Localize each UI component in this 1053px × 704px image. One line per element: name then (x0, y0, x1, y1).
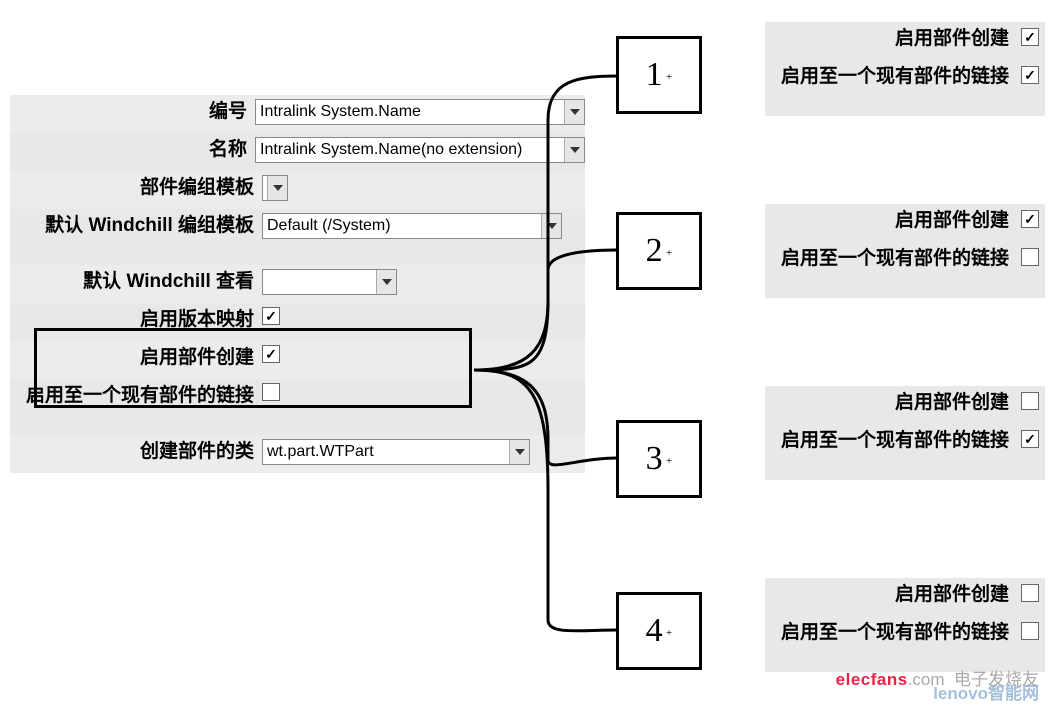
right-group-4: 启用部件创建 启用至一个现有部件的链接 (765, 578, 1045, 672)
right-label-create: 启用部件创建 (765, 386, 1015, 421)
label-version-map: 启用版本映射 (10, 303, 260, 338)
checkbox-g2-create[interactable] (1021, 210, 1039, 228)
select-part-template[interactable] (262, 175, 288, 201)
chevron-down-icon (564, 138, 584, 162)
cell-default-wc-view (260, 265, 585, 299)
select-default-wc-template[interactable]: Default (/System) (262, 213, 562, 239)
cell-version-map (260, 303, 585, 329)
right-cb-cell (1015, 578, 1045, 602)
callout-4-num: 4 (646, 612, 663, 650)
chevron-down-icon (541, 214, 561, 238)
right-label-link: 启用至一个现有部件的链接 (765, 424, 1015, 459)
select-default-wc-view[interactable] (262, 269, 397, 295)
checkbox-part-create[interactable] (262, 345, 280, 363)
chevron-down-icon (509, 440, 529, 464)
right-cb-cell (1015, 60, 1045, 84)
checkbox-version-map[interactable] (262, 307, 280, 325)
chevron-down-icon (376, 270, 396, 294)
watermark-brand: elecfans (836, 670, 908, 689)
cell-number: Intralink System.Name (253, 95, 585, 129)
callout-1: 1₊ (616, 36, 702, 114)
select-create-part-class-value: wt.part.WTPart (267, 443, 374, 461)
checkbox-link-existing[interactable] (262, 383, 280, 401)
label-part-template: 部件编组模板 (10, 171, 260, 206)
row-version-map: 启用版本映射 (10, 303, 585, 341)
row-name: 名称 Intralink System.Name(no extension) (10, 133, 585, 171)
chevron-down-icon (267, 176, 287, 200)
right-label-link: 启用至一个现有部件的链接 (765, 242, 1015, 277)
row-default-wc-template: 默认 Windchill 编组模板 Default (/System) (10, 209, 585, 265)
right-cb-cell (1015, 424, 1045, 448)
cell-create-part-class: wt.part.WTPart (260, 435, 585, 469)
right-row: 启用部件创建 (765, 578, 1045, 616)
row-part-create: 启用部件创建 (10, 341, 585, 379)
right-row: 启用部件创建 (765, 22, 1045, 60)
right-row: 启用至一个现有部件的链接 (765, 616, 1045, 672)
right-label-create: 启用部件创建 (765, 22, 1015, 57)
label-number: 编号 (10, 95, 253, 130)
callout-1-num: 1 (646, 56, 663, 94)
watermark-secondary: lenovo智能网 (933, 679, 1039, 704)
select-name[interactable]: Intralink System.Name(no extension) (255, 137, 585, 163)
row-number: 编号 Intralink System.Name (10, 95, 585, 133)
callout-2-num: 2 (646, 232, 663, 270)
right-label-link: 启用至一个现有部件的链接 (765, 616, 1015, 651)
select-number[interactable]: Intralink System.Name (255, 99, 585, 125)
row-part-template: 部件编组模板 (10, 171, 585, 209)
checkbox-g3-link[interactable] (1021, 430, 1039, 448)
callout-sub-icon: ₊ (666, 623, 673, 639)
right-row: 启用至一个现有部件的链接 (765, 60, 1045, 116)
right-group-3: 启用部件创建 启用至一个现有部件的链接 (765, 386, 1045, 480)
checkbox-g1-create[interactable] (1021, 28, 1039, 46)
right-cb-cell (1015, 242, 1045, 266)
select-create-part-class[interactable]: wt.part.WTPart (262, 439, 530, 465)
label-default-wc-view: 默认 Windchill 查看 (10, 265, 260, 300)
right-row: 启用部件创建 (765, 204, 1045, 242)
right-row: 启用部件创建 (765, 386, 1045, 424)
right-cb-cell (1015, 204, 1045, 228)
row-default-wc-view: 默认 Windchill 查看 (10, 265, 585, 303)
cell-default-wc-template: Default (/System) (260, 209, 585, 243)
checkbox-g4-create[interactable] (1021, 584, 1039, 602)
cell-name: Intralink System.Name(no extension) (253, 133, 585, 167)
cell-part-template (260, 171, 585, 205)
callout-sub-icon: ₊ (666, 67, 673, 83)
row-link-existing: 启用至一个现有部件的链接 (10, 379, 585, 435)
callout-sub-icon: ₊ (666, 451, 673, 467)
label-default-wc-template: 默认 Windchill 编组模板 (10, 209, 260, 244)
callout-3: 3₊ (616, 420, 702, 498)
chevron-down-icon (564, 100, 584, 124)
right-row: 启用至一个现有部件的链接 (765, 424, 1045, 480)
checkbox-g2-link[interactable] (1021, 248, 1039, 266)
right-row: 启用至一个现有部件的链接 (765, 242, 1045, 298)
checkbox-g1-link[interactable] (1021, 66, 1039, 84)
right-group-2: 启用部件创建 启用至一个现有部件的链接 (765, 204, 1045, 298)
cell-link-existing (260, 379, 585, 405)
select-number-value: Intralink System.Name (260, 103, 421, 121)
select-default-wc-template-value: Default (/System) (267, 217, 391, 235)
label-name: 名称 (10, 133, 253, 168)
checkbox-g3-create[interactable] (1021, 392, 1039, 410)
right-group-1: 启用部件创建 启用至一个现有部件的链接 (765, 22, 1045, 116)
select-name-value: Intralink System.Name(no extension) (260, 141, 522, 159)
main-form: 编号 Intralink System.Name 名称 Intralink Sy… (10, 95, 585, 473)
callout-sub-icon: ₊ (666, 243, 673, 259)
label-create-part-class: 创建部件的类 (10, 435, 260, 470)
right-cb-cell (1015, 22, 1045, 46)
label-link-existing: 启用至一个现有部件的链接 (10, 379, 260, 414)
right-label-create: 启用部件创建 (765, 578, 1015, 613)
right-cb-cell (1015, 386, 1045, 410)
cell-part-create (260, 341, 585, 367)
checkbox-g4-link[interactable] (1021, 622, 1039, 640)
right-label-link: 启用至一个现有部件的链接 (765, 60, 1015, 95)
right-cb-cell (1015, 616, 1045, 640)
row-create-part-class: 创建部件的类 wt.part.WTPart (10, 435, 585, 473)
right-label-create: 启用部件创建 (765, 204, 1015, 239)
callout-4: 4₊ (616, 592, 702, 670)
callout-2: 2₊ (616, 212, 702, 290)
callout-3-num: 3 (646, 440, 663, 478)
label-part-create: 启用部件创建 (10, 341, 260, 376)
